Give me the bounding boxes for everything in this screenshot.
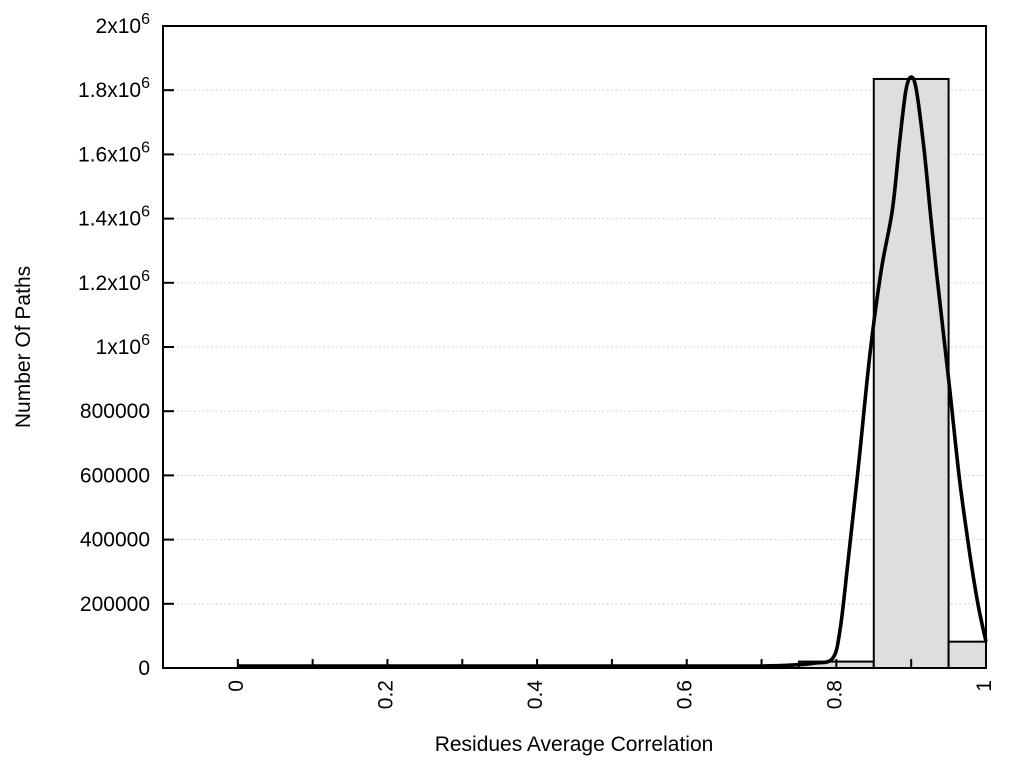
x-tick-label: 1 <box>973 680 996 692</box>
x-tick-label: 0 <box>225 680 248 692</box>
y-tick-label: 800000 <box>80 400 150 423</box>
y-tick-label: 1.4x106 <box>78 204 150 231</box>
distribution-curve <box>237 75 988 668</box>
x-tick-label: 0.8 <box>823 680 846 709</box>
fit-curve <box>237 75 988 668</box>
histogram-bar <box>947 640 987 669</box>
x-tick-label: 0.4 <box>524 680 547 710</box>
y-axis-title: Number Of Paths <box>12 266 35 428</box>
y-tick-label: 1.2x106 <box>78 268 150 295</box>
x-tick-label: 0.2 <box>374 680 397 709</box>
axis-tick-labels: 0 200000 400000 600000 800000 1x106 1.2x106 1.4… <box>78 11 996 709</box>
y-tick-label: 600000 <box>80 464 150 487</box>
histogram-bar <box>872 77 950 669</box>
plot-frame <box>162 25 987 669</box>
plot-border <box>162 25 987 669</box>
y-tick-label: 200000 <box>80 593 150 616</box>
y-tick-label: 0 <box>138 657 150 680</box>
y-tick-label: 1.8x106 <box>78 75 150 102</box>
y-tick-label: 1x106 <box>96 332 151 359</box>
gridlines <box>164 89 985 605</box>
y-tick-label: 2x106 <box>96 11 151 38</box>
y-tick-label: 1.6x106 <box>78 139 150 166</box>
x-tick-label: 0.6 <box>674 680 697 709</box>
axis-ticks <box>164 25 987 669</box>
histogram-bars <box>797 77 987 670</box>
x-axis-title: Residues Average Correlation <box>435 733 714 756</box>
y-tick-label: 400000 <box>80 529 150 552</box>
